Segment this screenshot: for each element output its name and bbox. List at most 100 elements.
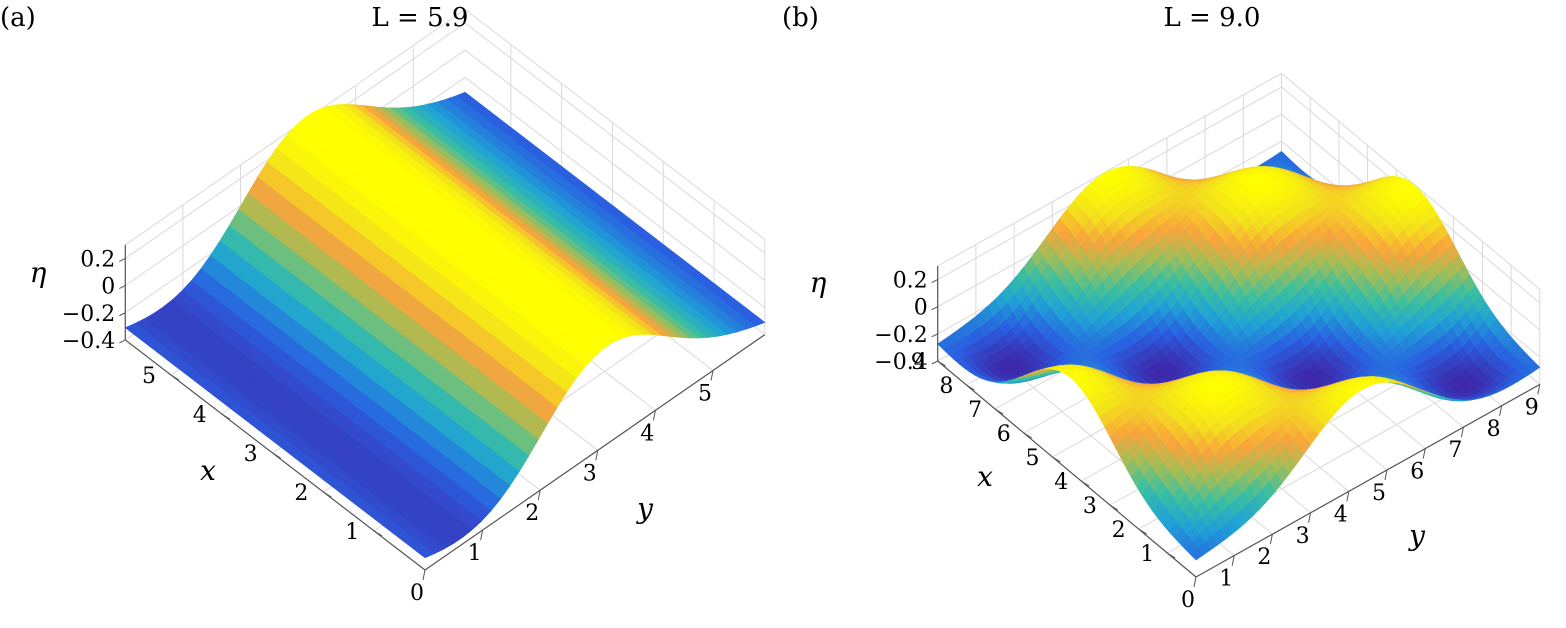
y-tick-label: 0 (1181, 588, 1195, 613)
x-tick-label: 4 (193, 403, 207, 428)
z-tick-label: −0.2 (62, 302, 115, 327)
x-tick (937, 360, 946, 367)
grid-line (124, 8, 766, 246)
surface-patch (416, 546, 436, 559)
x-tick-label: 3 (244, 442, 258, 467)
z-axis-label: η (30, 256, 47, 289)
z-tick-label: 0 (914, 296, 928, 321)
x-tick (272, 452, 281, 459)
y-tick (537, 490, 541, 501)
y-tick-label: 7 (1448, 438, 1462, 463)
x-tick-label: 6 (997, 422, 1011, 447)
x-tick-label: 5 (1026, 446, 1040, 471)
z-tick-label: −0.4 (62, 329, 115, 354)
z-tick (119, 339, 126, 344)
y-axis (1195, 383, 1541, 578)
y-tick-label: 6 (1410, 460, 1424, 485)
y-tick (710, 370, 714, 381)
x-tick (1109, 504, 1119, 511)
y-tick (1193, 576, 1197, 588)
surface (124, 91, 766, 559)
y-tick-label: 8 (1487, 417, 1501, 442)
chart-title: L = 5.9 (372, 3, 469, 33)
y-tick (1346, 491, 1350, 502)
y-tick (595, 450, 599, 461)
x-tick (994, 408, 1004, 415)
y-tick (1384, 469, 1388, 481)
x-tick-label: 4 (1054, 470, 1068, 495)
x-tick (1023, 432, 1033, 439)
y-tick (1537, 384, 1541, 395)
z-tick (931, 306, 938, 311)
y-tick (1499, 405, 1503, 416)
z-tick (119, 312, 126, 317)
y-tick-label: 1 (1219, 567, 1233, 592)
x-tick-label: 8 (939, 374, 953, 399)
y-tick (1308, 512, 1312, 523)
z-tick-label: −0.2 (874, 323, 927, 348)
x-tick (373, 530, 383, 537)
y-axis (424, 334, 766, 571)
y-tick-label: 2 (1257, 545, 1271, 570)
z-tick (931, 333, 938, 338)
y-tick-label: 4 (640, 421, 654, 446)
y-tick-label: 3 (583, 461, 597, 486)
y-tick-label: 5 (1372, 481, 1386, 506)
y-tick-label: 0 (410, 581, 424, 606)
x-tick-label: 3 (1083, 494, 1097, 519)
y-tick (1231, 555, 1235, 566)
y-tick (422, 569, 426, 581)
chart-title: L = 9.0 (1164, 3, 1261, 33)
x-tick (170, 374, 180, 381)
panel-label: (a) (0, 3, 36, 33)
y-tick-label: 5 (698, 382, 712, 407)
x-tick-label: 2 (1112, 518, 1126, 543)
y-tick-label: 9 (1525, 395, 1539, 420)
z-tick-label: 0 (101, 275, 115, 300)
x-tick-label: 7 (968, 398, 982, 423)
x-axis-label: x (200, 454, 216, 487)
y-tick-label: 2 (525, 501, 539, 526)
x-tick (323, 491, 332, 498)
z-tick (931, 279, 938, 284)
z-tick-label: 0.2 (893, 269, 928, 294)
z-tick-label: −0.4 (874, 350, 927, 375)
grid-line (124, 22, 766, 259)
y-tick-label: 3 (1296, 524, 1310, 549)
z-tick-label: 0.2 (80, 247, 115, 272)
grid-line (124, 49, 766, 287)
panel-label: (b) (782, 3, 819, 33)
x-tick (966, 384, 975, 391)
x-axis (937, 360, 1197, 578)
x-tick (221, 413, 231, 420)
surface-patch (1190, 548, 1204, 561)
x-tick-label: 9 (911, 350, 925, 375)
y-tick-label: 4 (1334, 502, 1348, 527)
y-tick (1460, 427, 1464, 438)
x-tick-label: 1 (345, 520, 359, 545)
y-axis-label: y (635, 492, 654, 525)
z-axis-label: η (810, 266, 827, 299)
y-tick (1269, 534, 1273, 545)
y-tick-label: 1 (468, 541, 482, 566)
y-tick (1422, 448, 1426, 459)
y-tick (480, 530, 484, 541)
z-tick (119, 258, 126, 262)
z-tick (931, 360, 938, 365)
x-tick (1167, 552, 1176, 559)
x-tick-label: 1 (1140, 542, 1154, 567)
z-tick (119, 285, 126, 290)
x-tick-label: 2 (294, 481, 308, 506)
x-tick (1052, 456, 1061, 463)
x-axis-label: x (977, 460, 993, 493)
x-tick (1138, 528, 1147, 535)
x-tick (1080, 480, 1090, 487)
y-axis-label: y (1407, 519, 1426, 552)
x-tick-label: 5 (142, 364, 156, 389)
surface (937, 150, 1541, 561)
